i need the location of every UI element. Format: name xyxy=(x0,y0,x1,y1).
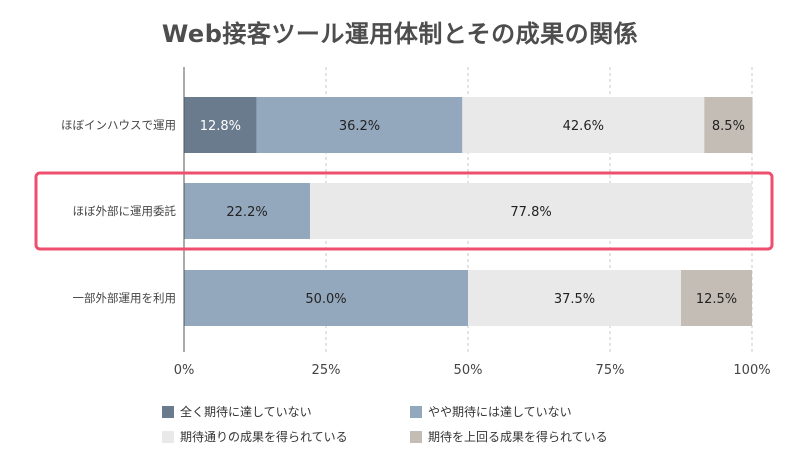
legend-label: 期待を上回る成果を得られている xyxy=(428,430,608,444)
bar-segment xyxy=(468,270,681,326)
legend-swatch xyxy=(162,430,174,443)
data-label: 77.8% xyxy=(510,205,551,220)
x-tick-label: 25% xyxy=(312,363,341,378)
bar-segment xyxy=(462,97,705,153)
x-tick-label: 0% xyxy=(174,363,195,378)
legend-swatch xyxy=(162,405,174,418)
bar-segment xyxy=(310,183,752,239)
bar-segment xyxy=(681,270,752,326)
bar-segment xyxy=(184,183,311,239)
legend-item: 全く期待に達していない xyxy=(162,403,312,420)
data-label: 12.5% xyxy=(696,292,737,307)
data-label: 50.0% xyxy=(305,292,346,307)
x-tick-label: 50% xyxy=(454,363,483,378)
bar-segment xyxy=(184,97,257,153)
legend-label: やや期待には達していない xyxy=(428,405,572,419)
data-label: 22.2% xyxy=(226,205,267,220)
category-label: ほぼインハウスで運用 xyxy=(61,118,176,132)
category-label: ほぼ外部に運用委託 xyxy=(73,204,177,218)
chart-title: Web接客ツール運用体制とその成果の関係 xyxy=(161,20,639,48)
legend-swatch xyxy=(410,405,422,418)
data-label: 42.6% xyxy=(563,119,604,134)
x-tick-label: 75% xyxy=(596,363,625,378)
data-label: 37.5% xyxy=(554,292,595,307)
data-label: 12.8% xyxy=(200,119,241,134)
x-tick-label: 100% xyxy=(733,363,770,378)
legend-item: 期待を上回る成果を得られている xyxy=(410,428,608,445)
highlight-box xyxy=(34,171,774,251)
legend-label: 期待通りの成果を得られている xyxy=(180,430,348,444)
data-label: 8.5% xyxy=(712,119,745,134)
bar-segment xyxy=(184,270,468,326)
legend-item: 期待通りの成果を得られている xyxy=(162,428,348,445)
bar-segment xyxy=(704,97,753,153)
data-label: 36.2% xyxy=(339,119,380,134)
legend-swatch xyxy=(410,430,422,443)
legend-item: やや期待には達していない xyxy=(410,403,572,420)
bar-segment xyxy=(256,97,463,153)
legend-label: 全く期待に達していない xyxy=(180,405,312,419)
category-label: 一部外部運用を利用 xyxy=(73,291,177,305)
